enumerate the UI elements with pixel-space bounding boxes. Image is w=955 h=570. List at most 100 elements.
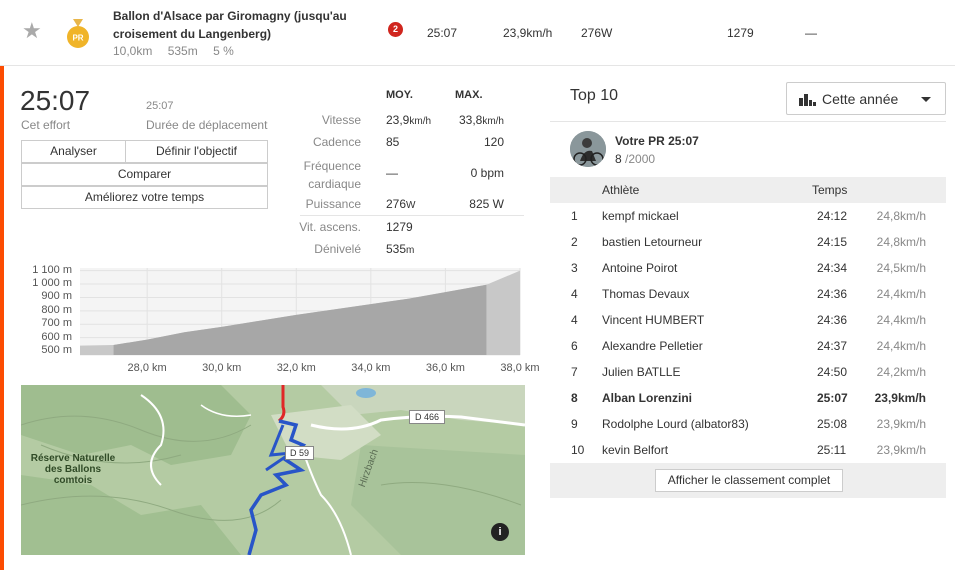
accent-bar: [0, 66, 4, 570]
leaderboard-row[interactable]: 6 Alexandre Pelletier 24:37 24,4km/h: [550, 333, 946, 359]
x-tick-label: 34,0 km: [351, 362, 391, 374]
speed-cell: 23,9km/h: [876, 443, 926, 457]
speed-cell: 24,2km/h: [876, 365, 926, 379]
stat-label-elevation: Dénivelé: [314, 242, 361, 256]
leaderboard-row[interactable]: 9 Rodolphe Lourd (albator83) 25:08 23,9km/h: [550, 411, 946, 437]
leaderboard-row[interactable]: 3 Antoine Poirot 24:34 24,5km/h: [550, 255, 946, 281]
elevation-chart[interactable]: [0, 262, 530, 362]
stat-label-vam: Vit. ascens.: [299, 220, 361, 234]
stat-label-cadence: Cadence: [312, 135, 361, 149]
rank-cell: 3: [571, 261, 578, 275]
stat-max-cadence: 120: [483, 135, 504, 149]
time-cell: 24:50: [817, 365, 848, 379]
stat-max-heartrate: 0 bpm: [470, 166, 504, 180]
map-reserve-label: Réserve Naturelle des Ballons comtois: [30, 453, 116, 486]
year-filter-dropdown[interactable]: Cette année: [786, 82, 946, 115]
leaderboard-row[interactable]: 7 Julien BATLLE 24:50 24,2km/h: [550, 359, 946, 385]
speed-cell: 23,9km/h: [874, 391, 926, 405]
avatar[interactable]: [570, 131, 606, 167]
athlete-name[interactable]: kempf mickael: [602, 209, 679, 223]
time-cell: 24:36: [817, 313, 848, 327]
speed-cell: 24,5km/h: [876, 261, 926, 275]
leaderboard-row[interactable]: 4 Thomas Devaux 24:36 24,4km/h: [550, 281, 946, 307]
analyze-goal-group: Analyser Définir l'objectif: [21, 140, 268, 163]
time-cell: 24:34: [817, 261, 848, 275]
athlete-name[interactable]: Alexandre Pelletier: [602, 339, 703, 353]
athlete-name[interactable]: Vincent HUMBERT: [602, 313, 705, 327]
row-power: 276W: [581, 26, 613, 40]
row-hr: —: [805, 26, 817, 40]
full-leaderboard-button[interactable]: Afficher le classement complet: [655, 469, 843, 492]
improve-time-button[interactable]: Améliorez votre temps: [21, 186, 268, 209]
athlete-name[interactable]: Thomas Devaux: [602, 287, 690, 301]
chevron-down-icon: [921, 97, 931, 102]
y-tick-label: 600 m: [41, 330, 72, 343]
stats-divider: [300, 215, 524, 216]
rank-cell: 10: [571, 443, 585, 457]
time-cell: 24:37: [817, 339, 848, 353]
x-tick-label: 38,0 km: [500, 362, 540, 374]
leaderboard-row[interactable]: 10 kevin Belfort 25:11 23,9km/h: [550, 437, 946, 463]
pr-medal-icon: PR: [67, 19, 89, 48]
time-cell: 25:08: [817, 417, 848, 431]
compare-button[interactable]: Comparer: [21, 163, 268, 186]
stat-avg-heartrate: —: [386, 166, 398, 180]
time-cell: 24:12: [817, 209, 848, 223]
rank-cell: 6: [571, 339, 578, 353]
segment-grade: 5 %: [213, 44, 234, 58]
segment-map[interactable]: Réserve Naturelle des Ballons comtois D …: [21, 385, 525, 555]
stat-vam: 1279: [386, 220, 413, 234]
time-cell: 24:36: [817, 287, 848, 301]
leaderboard-row[interactable]: 2 bastien Letourneur 24:15 24,8km/h: [550, 229, 946, 255]
analyze-button[interactable]: Analyser: [22, 141, 126, 162]
speed-cell: 24,4km/h: [876, 287, 926, 301]
segment-elevation: 535m: [167, 44, 198, 58]
y-tick-label: 1 000 m: [32, 277, 72, 290]
leaderboard-row[interactable]: 4 Vincent HUMBERT 24:36 24,4km/h: [550, 307, 946, 333]
achievement-badge: 2: [388, 22, 403, 37]
athlete-name[interactable]: bastien Letourneur: [602, 235, 703, 249]
leaderboard-header: Athlète Temps: [550, 177, 946, 203]
speed-cell: 24,8km/h: [876, 235, 926, 249]
stat-label-speed: Vitesse: [321, 113, 361, 127]
stat-avg-power: 276W: [386, 197, 416, 211]
row-vam: 1279: [727, 26, 754, 40]
stat-avg-cadence: 85: [386, 135, 400, 149]
segment-distance: 10,0km: [113, 44, 153, 58]
x-tick-label: 30,0 km: [202, 362, 242, 374]
stats-head-max: MAX.: [455, 89, 483, 101]
leaderboard-title: Top 10: [570, 87, 619, 104]
y-tick-label: 900 m: [41, 290, 72, 303]
athlete-name[interactable]: kevin Belfort: [602, 443, 669, 457]
y-tick-label: 1 100 m: [32, 263, 72, 276]
star-icon[interactable]: ★: [22, 18, 42, 43]
athlete-name[interactable]: Alban Lorenzini: [602, 391, 692, 405]
moving-time-label: Durée de déplacement: [146, 118, 268, 132]
y-tick-label: 700 m: [41, 317, 72, 330]
stat-max-power: 825 W: [469, 197, 504, 211]
segment-title[interactable]: Ballon d'Alsace par Giromagny (jusqu'au …: [113, 9, 347, 41]
row-speed: 23,9km/h: [503, 26, 553, 40]
col-time: Temps: [812, 183, 848, 197]
your-pr-label: Votre PR 25:07: [615, 134, 699, 148]
leaderboard-row[interactable]: 8 Alban Lorenzini 25:07 23,9km/h: [550, 385, 946, 411]
stat-elevation: 535m: [386, 242, 415, 256]
stat-label-power: Puissance: [305, 197, 361, 211]
map-road-d466: D 466: [409, 410, 446, 424]
time-cell: 25:07: [817, 391, 848, 405]
your-pr-rank: 8 /2000: [615, 152, 656, 166]
moving-time: 25:07: [146, 100, 174, 112]
athlete-name[interactable]: Antoine Poirot: [602, 261, 678, 275]
athlete-name[interactable]: Rodolphe Lourd (albator83): [602, 417, 749, 431]
time-cell: 24:15: [817, 235, 848, 249]
row-time: 25:07: [427, 26, 458, 40]
stats-head-avg: MOY.: [386, 89, 413, 101]
athlete-name[interactable]: Julien BATLLE: [602, 365, 681, 379]
stat-avg-speed: 23,9km/h: [386, 113, 432, 127]
year-filter-label: Cette année: [822, 91, 899, 107]
set-goal-button[interactable]: Définir l'objectif: [156, 144, 237, 158]
leaderboard-row[interactable]: 1 kempf mickael 24:12 24,8km/h: [550, 203, 946, 229]
stat-label-heartrate: Fréquence cardiaque: [303, 159, 361, 191]
map-info-icon[interactable]: i: [491, 523, 509, 541]
map-terrain: [21, 385, 525, 555]
